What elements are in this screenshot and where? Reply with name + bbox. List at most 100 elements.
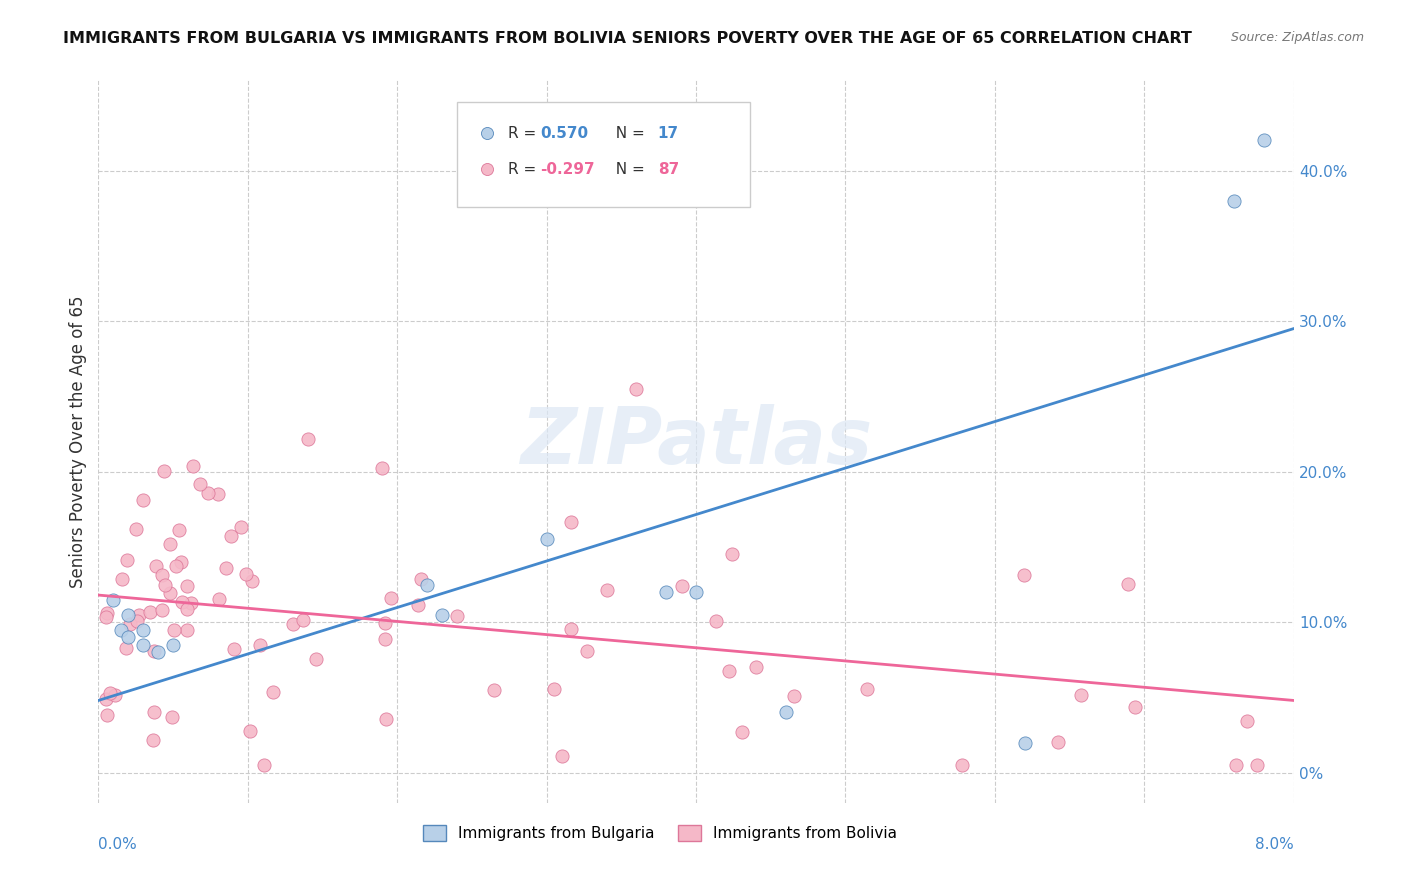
Text: R =: R = <box>509 126 547 141</box>
Point <box>163 623 186 637</box>
Text: -0.297: -0.297 <box>541 161 595 177</box>
Point <box>159 537 181 551</box>
Point <box>229 520 252 534</box>
Point <box>370 460 392 475</box>
Point <box>1123 699 1146 714</box>
Point <box>128 608 150 623</box>
Point <box>142 732 165 747</box>
Point <box>409 572 432 586</box>
Point <box>224 642 246 657</box>
Point <box>374 616 396 631</box>
Text: 0.570: 0.570 <box>541 126 589 141</box>
Text: N =: N = <box>606 126 655 141</box>
Point <box>114 640 136 655</box>
Point <box>117 607 139 622</box>
Point <box>183 458 205 473</box>
Point <box>297 432 319 446</box>
Point <box>150 567 173 582</box>
Point <box>1253 134 1275 148</box>
Point <box>446 609 468 624</box>
Point <box>1047 735 1070 749</box>
Point <box>132 638 155 652</box>
Point <box>103 592 125 607</box>
Point <box>188 477 211 491</box>
Point <box>596 583 619 598</box>
Point <box>374 632 396 647</box>
Point <box>1236 714 1258 729</box>
Point <box>380 591 402 606</box>
Point <box>170 555 193 569</box>
Point <box>180 596 202 610</box>
Point <box>706 615 728 629</box>
Point <box>235 567 257 582</box>
Point <box>1223 194 1246 208</box>
Text: N =: N = <box>606 161 655 177</box>
Point <box>1070 688 1092 702</box>
Point <box>1116 577 1139 591</box>
Point <box>655 585 678 599</box>
Text: 17: 17 <box>658 126 679 141</box>
Point <box>1225 758 1247 772</box>
Point <box>249 638 271 652</box>
Point <box>262 685 284 699</box>
Point <box>626 382 648 396</box>
Point <box>718 664 741 678</box>
Point <box>96 607 118 621</box>
Point <box>132 493 155 508</box>
Legend: Immigrants from Bulgaria, Immigrants from Bolivia: Immigrants from Bulgaria, Immigrants fro… <box>418 819 903 847</box>
Point <box>125 523 148 537</box>
Text: ZIPatlas: ZIPatlas <box>520 403 872 480</box>
Point <box>118 617 141 632</box>
Point <box>685 585 707 599</box>
Point <box>783 690 806 704</box>
Point <box>115 553 138 567</box>
Point <box>560 515 582 529</box>
Point <box>856 681 879 696</box>
Y-axis label: Seniors Poverty Over the Age of 65: Seniors Poverty Over the Age of 65 <box>69 295 87 588</box>
Point <box>1012 567 1035 582</box>
Point <box>215 561 238 575</box>
Point <box>281 616 304 631</box>
Text: 0.0%: 0.0% <box>98 838 138 853</box>
Text: 87: 87 <box>658 161 679 177</box>
Point <box>745 660 768 674</box>
Point <box>162 638 184 652</box>
Point <box>111 572 134 586</box>
Point <box>143 705 166 719</box>
Point <box>153 578 176 592</box>
Point <box>125 614 148 628</box>
Point <box>671 579 693 593</box>
Point <box>207 487 229 501</box>
Point <box>165 558 187 573</box>
Point <box>208 591 231 606</box>
Point <box>482 683 505 698</box>
Point <box>139 605 162 619</box>
Point <box>721 547 744 561</box>
Point <box>543 681 565 696</box>
Point <box>576 644 599 658</box>
Point <box>160 710 183 724</box>
Point <box>159 586 181 600</box>
Point <box>551 749 574 764</box>
Point <box>408 598 430 612</box>
Point <box>142 644 165 658</box>
Point <box>219 528 242 542</box>
Point <box>132 623 155 637</box>
Point <box>950 758 973 772</box>
Point <box>145 558 167 573</box>
Point <box>176 602 198 616</box>
Point <box>430 607 453 622</box>
Point <box>292 613 315 627</box>
Point <box>775 706 797 720</box>
FancyBboxPatch shape <box>457 102 749 207</box>
Text: R =: R = <box>509 161 547 177</box>
Point <box>153 464 176 478</box>
Point <box>176 624 198 638</box>
Text: IMMIGRANTS FROM BULGARIA VS IMMIGRANTS FROM BOLIVIA SENIORS POVERTY OVER THE AGE: IMMIGRANTS FROM BULGARIA VS IMMIGRANTS F… <box>63 31 1192 46</box>
Point <box>176 579 198 593</box>
Point <box>104 688 127 702</box>
Point <box>1014 735 1036 749</box>
Point <box>536 533 558 547</box>
Point <box>94 609 117 624</box>
Text: 8.0%: 8.0% <box>1254 838 1294 853</box>
